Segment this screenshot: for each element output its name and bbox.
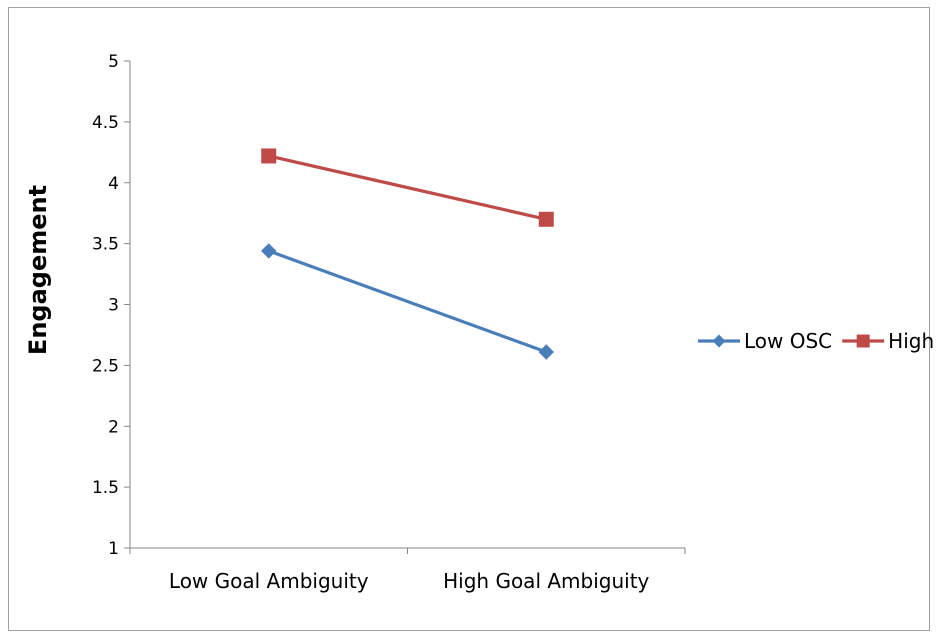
y-tick-label: 1.5 xyxy=(92,478,119,498)
series-line-low-osc xyxy=(268,249,547,354)
y-axis-title: Engagement xyxy=(24,185,52,355)
data-point-square xyxy=(261,148,277,164)
legend-label: Low OSC xyxy=(744,329,832,353)
y-tick-label: 2 xyxy=(108,417,119,437)
series-line-high-osc xyxy=(268,154,547,221)
x-tick-label: High Goal Ambiguity xyxy=(443,569,649,593)
y-tick-label: 3.5 xyxy=(92,235,119,255)
y-tick-label: 2.5 xyxy=(92,356,119,376)
y-tick-label: 5 xyxy=(108,52,119,72)
legend-marker-square xyxy=(856,334,870,348)
y-tick-label: 4.5 xyxy=(92,113,119,133)
data-point-diamond xyxy=(538,344,554,360)
chart-frame xyxy=(8,7,930,631)
y-tick-label: 4 xyxy=(108,174,119,194)
data-point-square xyxy=(538,211,554,227)
y-tick-label: 1 xyxy=(108,539,119,559)
legend-marker-diamond xyxy=(712,334,726,348)
legend-label: High OSC xyxy=(888,329,940,353)
data-point-diamond xyxy=(261,243,277,259)
y-tick-label: 3 xyxy=(108,296,119,316)
x-tick-label: Low Goal Ambiguity xyxy=(169,569,369,593)
